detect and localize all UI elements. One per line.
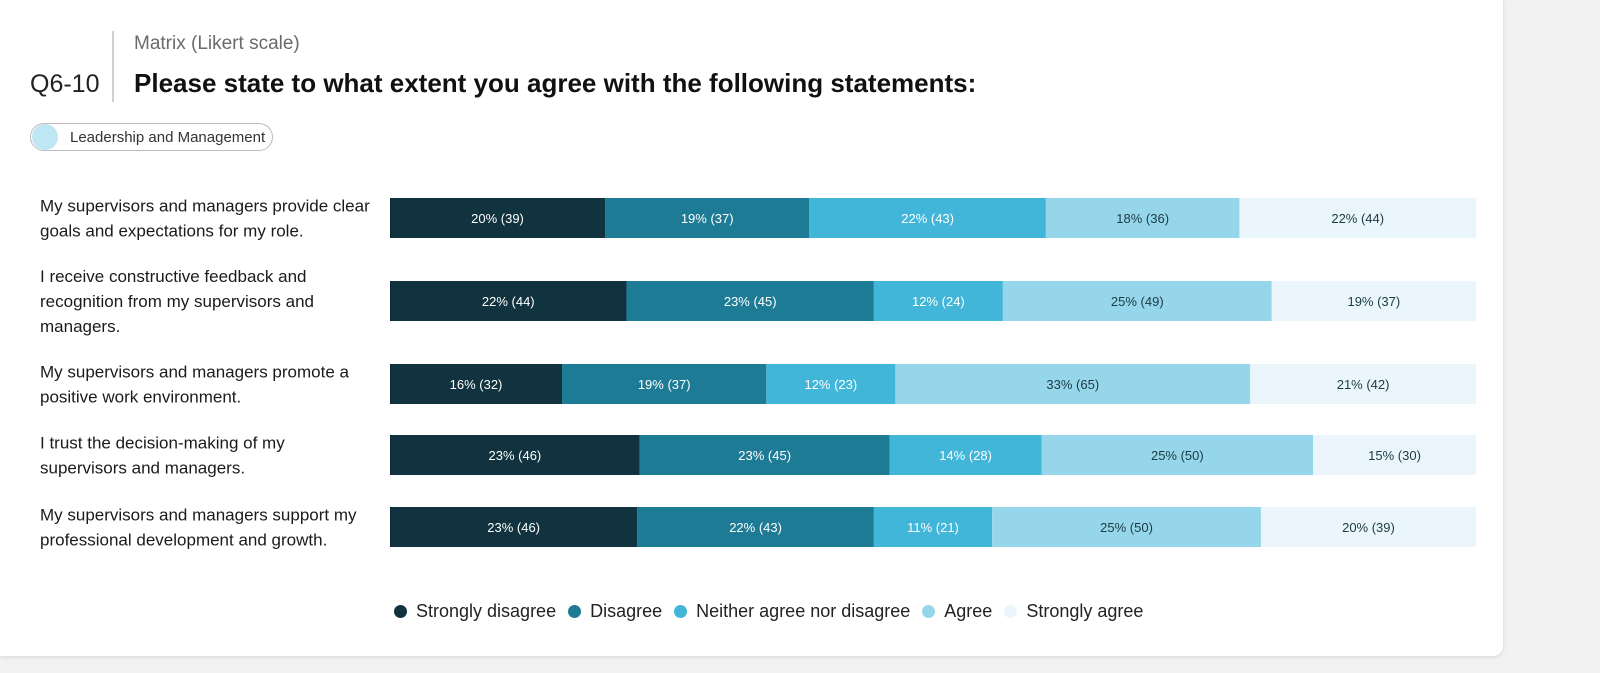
legend-swatch <box>394 605 407 618</box>
bar-outline <box>390 507 391 547</box>
bar-data-label: 19% (37) <box>638 377 691 392</box>
bar-segment <box>873 281 1003 321</box>
bar-segment <box>626 281 874 321</box>
question-type: Matrix (Likert scale) <box>134 33 300 54</box>
bar-data-label: 14% (28) <box>939 448 992 463</box>
bar-data-label: 12% (24) <box>912 294 965 309</box>
bar-data-label: 25% (49) <box>1111 294 1164 309</box>
bar-segment <box>992 507 1261 547</box>
bar-data-label: 11% (21) <box>907 520 959 535</box>
bar-data-label: 22% (43) <box>729 520 782 535</box>
bar-segment <box>1239 198 1476 238</box>
bar-data-label: 15% (30) <box>1368 448 1421 463</box>
legend-item: Strongly agree <box>1004 601 1143 622</box>
bar-data-label: 22% (44) <box>482 294 535 309</box>
bar-segment <box>895 364 1251 404</box>
category-label: My supervisors and managers support my pr… <box>40 506 357 550</box>
bar-segment <box>390 364 563 404</box>
likert-stacked-bar-chart: My supervisors and managers provide clea… <box>40 197 1476 550</box>
bar-data-label: 20% (39) <box>1342 520 1395 535</box>
bar-outline <box>390 364 391 404</box>
legend-swatch <box>674 605 688 618</box>
category-label: I trust the decision-making of my supervi… <box>40 434 285 478</box>
bar-outline <box>390 435 391 475</box>
bar-segment <box>809 198 1046 238</box>
legend-label: Agree <box>944 601 993 621</box>
bar-segment <box>639 435 890 475</box>
bar-segment <box>1250 364 1476 404</box>
bar-segment <box>1313 435 1476 475</box>
bar-data-label: 16% (32) <box>450 377 503 392</box>
legend-item: Disagree <box>568 601 662 622</box>
legend-swatch <box>568 605 582 618</box>
question-title: Please state to what extent you agree wi… <box>134 68 977 98</box>
legend-label: Strongly agree <box>1026 601 1144 621</box>
bar-segment <box>390 281 627 321</box>
category-label: I receive constructive feedback and recog… <box>40 267 314 336</box>
question-card: Q6-10 Matrix (Likert scale) Please state… <box>0 0 1503 656</box>
bar-segment <box>1041 435 1314 475</box>
bar-data-label: 23% (45) <box>738 448 791 463</box>
bar-segment <box>390 435 640 475</box>
bar-segment <box>1002 281 1272 321</box>
legend-item: Strongly disagree <box>394 601 556 622</box>
bar-data-label: 22% (43) <box>901 211 954 226</box>
legend-label: Strongly disagree <box>416 601 557 621</box>
bar-data-label: 18% (36) <box>1116 211 1169 226</box>
category-label: My supervisors and managers promote a pos… <box>40 363 350 407</box>
bar-data-label: 33% (65) <box>1046 377 1099 392</box>
bar-data-label: 19% (37) <box>1347 294 1400 309</box>
bar-outline <box>390 198 391 238</box>
question-number: Q6-10 <box>30 70 100 98</box>
legend-swatch <box>922 605 936 618</box>
bar-data-label: 23% (45) <box>724 294 777 309</box>
bar-segment <box>1045 198 1240 238</box>
bar-data-label: 21% (42) <box>1337 377 1390 392</box>
bar-segment <box>605 198 810 238</box>
chart-legend: Strongly disagree Disagree Neither agree n… <box>394 601 1155 622</box>
header-divider <box>112 31 114 102</box>
legend-item: Neither agree nor disagree <box>674 601 910 622</box>
bar-segment <box>562 364 767 404</box>
bar-segment <box>390 198 606 238</box>
legend-item: Agree <box>922 601 992 622</box>
bar-data-label: 23% (46) <box>487 520 540 535</box>
legend-label: Neither agree nor disagree <box>696 601 911 621</box>
bar-segment <box>889 435 1042 475</box>
legend-swatch <box>1004 605 1018 618</box>
bar-segment <box>1271 281 1476 321</box>
category-label: My supervisors and managers provide clea… <box>40 197 370 241</box>
bar-segment <box>1260 507 1476 547</box>
bar-segment <box>873 507 993 547</box>
bar-data-label: 19% (37) <box>681 211 734 226</box>
category-tag[interactable]: Leadership and Management <box>30 123 273 151</box>
tag-label: Leadership and Management <box>70 128 266 146</box>
bar-data-label: 20% (39) <box>471 211 524 226</box>
bar-data-label: 23% (46) <box>489 448 542 463</box>
bar-data-label: 22% (44) <box>1331 211 1384 226</box>
bar-segment <box>390 507 638 547</box>
tag-dot-icon <box>32 124 58 150</box>
bar-segment <box>766 364 896 404</box>
bar-data-label: 25% (50) <box>1151 448 1204 463</box>
bar-outline <box>390 281 391 321</box>
bar-segment <box>637 507 874 547</box>
bar-data-label: 25% (50) <box>1100 520 1153 535</box>
legend-label: Disagree <box>590 601 663 621</box>
bar-data-label: 12% (23) <box>804 377 857 392</box>
